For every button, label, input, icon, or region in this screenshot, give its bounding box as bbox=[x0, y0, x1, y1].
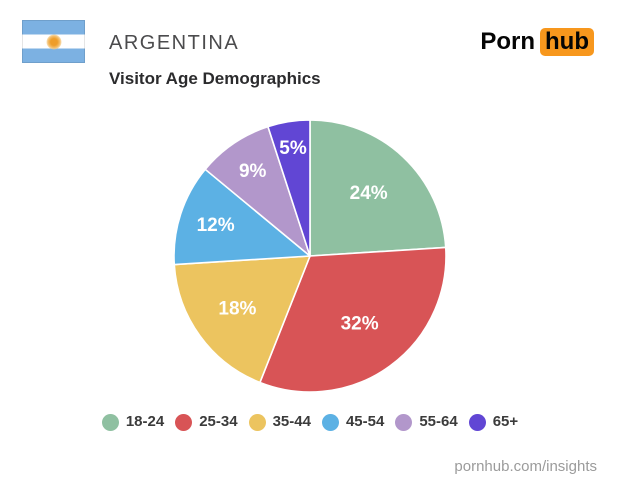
pie-slice-65+ bbox=[267, 119, 311, 257]
legend-label: 55-64 bbox=[419, 413, 458, 430]
chart-title: Visitor Age Demographics bbox=[109, 69, 321, 88]
legend-swatch-icon bbox=[321, 413, 339, 431]
pie-chart: 24% 32% 18% 12% 9% 5% bbox=[173, 119, 447, 393]
pie-slice-label-65+: 5% bbox=[279, 138, 307, 159]
legend-item-65+: 65+ bbox=[468, 413, 519, 431]
legend-label: 18-24 bbox=[125, 413, 165, 430]
logo-text-porn: Porn bbox=[480, 28, 536, 55]
sun-of-may-icon bbox=[46, 34, 61, 49]
chart-legend: 18-24 25-34 35-44 45-54 55-64 65+ bbox=[0, 413, 620, 431]
pie-slice-35-44 bbox=[173, 255, 311, 384]
legend-swatch-icon bbox=[248, 413, 266, 431]
country-title: ARGENTINA bbox=[109, 32, 240, 54]
legend-label: 65+ bbox=[492, 413, 519, 430]
legend-item-45-54: 45-54 bbox=[321, 413, 385, 431]
pie-slice-label-25-34: 32% bbox=[341, 314, 379, 335]
legend-item-25-34: 25-34 bbox=[175, 413, 238, 431]
pornhub-logo: Porn hub bbox=[480, 28, 594, 56]
pie-slice-45-54 bbox=[173, 168, 311, 266]
pie-slice-25-34 bbox=[259, 246, 447, 393]
pie-slice-label-18-24: 24% bbox=[350, 183, 388, 204]
pie-slice-label-35-44: 18% bbox=[218, 298, 256, 319]
legend-swatch-icon bbox=[101, 413, 119, 431]
insights-url: pornhub.com/insights bbox=[454, 458, 597, 475]
legend-swatch-icon bbox=[395, 413, 413, 431]
legend-label: 25-34 bbox=[199, 413, 238, 430]
legend-swatch-icon bbox=[175, 413, 193, 431]
argentina-flag bbox=[22, 20, 85, 63]
legend-label: 35-44 bbox=[272, 413, 311, 430]
pie-slice-label-45-54: 12% bbox=[197, 215, 235, 236]
pie-slice-label-55-64: 9% bbox=[239, 161, 267, 182]
legend-item-35-44: 35-44 bbox=[248, 413, 311, 431]
legend-item-55-64: 55-64 bbox=[395, 413, 458, 431]
legend-label: 45-54 bbox=[345, 413, 385, 430]
logo-hub-badge: hub bbox=[540, 28, 594, 56]
legend-item-18-24: 18-24 bbox=[101, 413, 165, 431]
pie-slice-18-24 bbox=[309, 119, 447, 257]
legend-swatch-icon bbox=[468, 413, 486, 431]
